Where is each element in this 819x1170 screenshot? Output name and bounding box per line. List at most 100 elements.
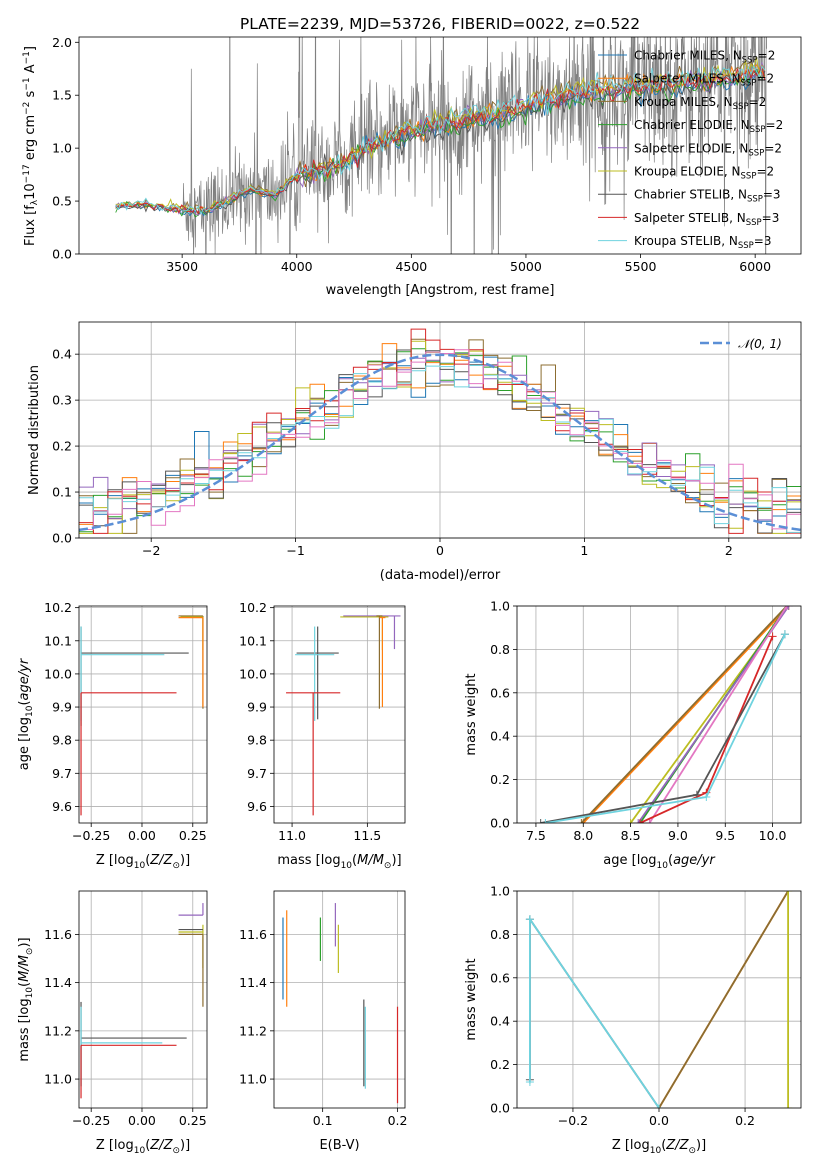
y-tick-label: 1.0	[52, 141, 72, 156]
y-tick-label: 10.1	[239, 633, 267, 648]
series-marker	[577, 819, 586, 823]
axes-frame	[78, 36, 802, 255]
axes-frame	[516, 605, 802, 824]
y-tick-label: 11.2	[44, 1023, 72, 1038]
series-marker	[784, 891, 793, 895]
figure-title: PLATE=2239, MJD=53726, FIBERID=0022, z=0…	[240, 15, 640, 33]
y-tick-label: 0.0	[490, 816, 510, 831]
x-tick-label: 0.2	[735, 1113, 755, 1128]
y-tick-label: 0.6	[490, 970, 510, 985]
x-tick-label: 0.25	[179, 828, 207, 843]
age-vs-z-axes: −0.25 0.00 0.25 9.6 9.7 9.8 9.9 10.0 10.1 10.2 Z […	[17, 600, 208, 871]
y-tick-label: 0.0	[490, 1101, 510, 1116]
x-tick-label: 3500	[166, 259, 198, 274]
y-tick-label: 0.2	[490, 1057, 510, 1072]
y-tick-label: 0.2	[52, 439, 72, 454]
series-marker	[634, 819, 643, 823]
histogram-step	[79, 353, 801, 521]
y-tick-label: 11.4	[239, 975, 267, 990]
series-marker	[768, 632, 777, 641]
y-tick-label: 1.5	[52, 88, 72, 103]
mass-weight-vs-z-xlabel: Z [log10(Z/Z⊙)]	[612, 1138, 706, 1156]
y-tick-label: 0.0	[52, 531, 72, 546]
y-tick-label: 1.0	[490, 599, 510, 614]
x-tick-label: 10.0	[759, 828, 787, 843]
y-tick-label: 10.0	[44, 666, 72, 681]
residuals-xlabel: (data-model)/error	[380, 568, 501, 583]
axes-frame	[78, 605, 208, 824]
y-tick-label: 11.4	[44, 975, 72, 990]
y-tick-label: 9.8	[52, 733, 72, 748]
y-tick-label: 2.0	[52, 35, 72, 50]
spectrum-xlabel: wavelength [Angstrom, rest frame]	[326, 283, 555, 298]
x-tick-label: 0	[436, 543, 444, 558]
series-marker	[692, 790, 701, 799]
mass-vs-z-plot-area	[80, 903, 204, 1099]
histogram-step	[79, 328, 801, 534]
age-vs-mass-axes: 11.0 11.5 9.6 9.7 9.8 9.9 10.0 10.1 10.2 mass [lo…	[239, 600, 406, 871]
mass-weight-vs-z-axes: −0.2 0.0 0.2 0.0 0.2 0.4 0.6 0.8 1.0 Z [log10(Z/Z…	[464, 884, 802, 1156]
series-line	[658, 891, 789, 1108]
series-marker	[541, 819, 550, 823]
legend-label: Kroupa STELIB, NSSP=3	[634, 234, 772, 251]
histogram-step	[79, 349, 801, 530]
spectrum-data-line	[115, 37, 767, 254]
mass-vs-ebv-plot-area	[282, 903, 399, 1104]
x-tick-label: 0.25	[179, 1113, 207, 1128]
legend-label: 𝒩(0, 1)	[738, 337, 782, 351]
series-marker	[525, 915, 534, 924]
series-marker	[702, 792, 711, 801]
age-vs-mass-xlabel: mass [log10(M/M⊙)]	[277, 853, 401, 871]
x-tick-label: 0.00	[128, 1113, 156, 1128]
histogram-step	[79, 365, 801, 533]
series-marker	[525, 1077, 534, 1086]
y-tick-label: 0.2	[490, 772, 510, 787]
mass-vs-z-xlabel: Z [log10(Z/Z⊙)]	[96, 1138, 190, 1156]
x-tick-label: 8.5	[621, 828, 641, 843]
spectrum-model-line	[115, 65, 766, 214]
mass-weight-vs-z-plot-area	[525, 891, 793, 1108]
mass-vs-z-ticks: −0.25 0.00 0.25 11.0 11.2 11.4 11.6	[44, 927, 207, 1128]
spectrum-plot-area	[115, 37, 767, 254]
y-tick-label: 9.8	[247, 733, 267, 748]
series-line	[529, 916, 660, 1108]
legend-label: Salpeter STELIB, NSSP=3	[634, 211, 779, 228]
legend-label: Chabrier MILES, NSSP=2	[634, 49, 775, 66]
series-marker	[536, 819, 545, 823]
mass-vs-z-axes: −0.25 0.00 0.25 11.0 11.2 11.4 11.6 Z [log10(Z/…	[17, 890, 208, 1156]
y-tick-label: 0.4	[490, 1014, 510, 1029]
age-vs-z-ticks: −0.25 0.00 0.25 9.6 9.7 9.8 9.9 10.0 10.1 10.2	[44, 600, 207, 843]
spectrum-axes: 3500 4000 4500 5000 5500 6000 0.0 0.5 1.0 1.5 2.0 w…	[22, 35, 802, 298]
y-tick-label: 9.9	[52, 700, 72, 715]
x-tick-label: 6000	[739, 259, 771, 274]
x-tick-label: 1	[580, 543, 588, 558]
mass-vs-z-grid	[79, 891, 207, 1108]
x-tick-label: 0.00	[128, 828, 156, 843]
x-tick-label: 11.0	[278, 828, 306, 843]
y-tick-label: 0.6	[490, 685, 510, 700]
spectrum-model-line	[115, 61, 766, 216]
series-line	[580, 606, 788, 823]
age-vs-mass-plot-area	[286, 615, 401, 816]
x-tick-label: 4000	[281, 259, 313, 274]
y-tick-label: 10.2	[44, 600, 72, 615]
mass-weight-vs-age-xlabel: age [log10(age/yr	[603, 853, 716, 871]
y-tick-label: 9.9	[247, 700, 267, 715]
series-marker	[782, 606, 791, 610]
y-tick-label: 9.7	[247, 766, 267, 781]
y-tick-label: 11.0	[44, 1072, 72, 1087]
x-tick-label: 8.0	[573, 828, 593, 843]
y-tick-label: 9.7	[52, 766, 72, 781]
y-tick-label: 10.2	[239, 600, 267, 615]
x-tick-label: 7.5	[526, 828, 546, 843]
axes-frame	[78, 890, 208, 1109]
y-tick-label: 9.6	[247, 799, 267, 814]
y-tick-label: 11.0	[239, 1072, 267, 1087]
legend-label: Chabrier STELIB, NSSP=3	[634, 188, 781, 205]
x-tick-label: −0.25	[72, 1113, 110, 1128]
axes-frame	[78, 321, 802, 539]
mass-weight-vs-z-grid	[517, 890, 801, 1109]
series-marker	[655, 1104, 663, 1108]
age-vs-z-ylabel: age [log10(age/yr	[17, 657, 35, 770]
